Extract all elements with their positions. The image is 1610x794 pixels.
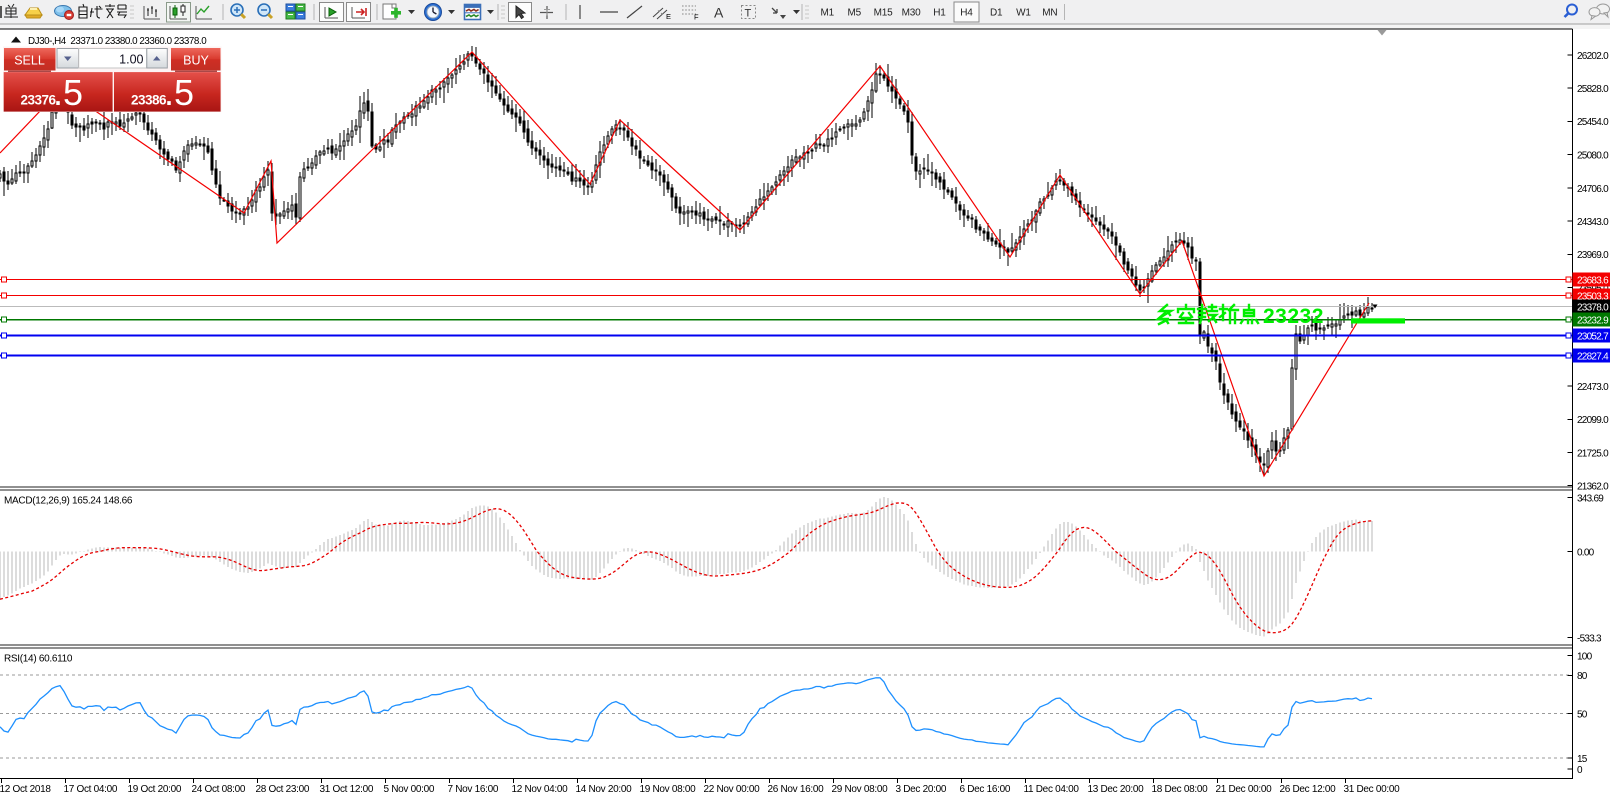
svg-text:24343.0: 24343.0 [1577, 217, 1609, 228]
svg-text:31 Oct 12:00: 31 Oct 12:00 [320, 784, 374, 794]
svg-text:28 Oct 23:00: 28 Oct 23:00 [256, 784, 310, 794]
svg-text:13 Dec 20:00: 13 Dec 20:00 [1088, 784, 1145, 794]
svg-text:23378.0: 23378.0 [1577, 302, 1609, 313]
svg-text:H1: H1 [933, 8, 946, 19]
svg-text:15: 15 [1577, 754, 1588, 765]
svg-text:11 Dec 04:00: 11 Dec 04:00 [1024, 784, 1080, 794]
svg-text:3 Dec 20:00: 3 Dec 20:00 [896, 784, 947, 794]
svg-text:25828.0: 25828.0 [1577, 84, 1609, 95]
svg-text:21362.0: 21362.0 [1577, 481, 1609, 492]
svg-text:-533.3: -533.3 [1577, 633, 1602, 644]
svg-text:1.00: 1.00 [119, 53, 143, 67]
svg-text:24706.0: 24706.0 [1577, 184, 1609, 195]
svg-text:W1: W1 [1016, 8, 1031, 19]
svg-text:22 Nov 00:00: 22 Nov 00:00 [704, 784, 761, 794]
svg-text:23683.6: 23683.6 [1577, 275, 1609, 286]
svg-text:18 Dec 08:00: 18 Dec 08:00 [1152, 784, 1209, 794]
svg-text:0.00: 0.00 [1577, 547, 1595, 558]
svg-text:26 Nov 16:00: 26 Nov 16:00 [768, 784, 825, 794]
svg-text:19 Nov 08:00: 19 Nov 08:00 [640, 784, 697, 794]
svg-text:12 Nov 04:00: 12 Nov 04:00 [512, 784, 569, 794]
svg-text:.5: .5 [53, 72, 83, 113]
svg-text:21 Dec 00:00: 21 Dec 00:00 [1216, 784, 1273, 794]
svg-text:7 Nov 16:00: 7 Nov 16:00 [448, 784, 499, 794]
svg-text:50: 50 [1577, 709, 1588, 720]
svg-text:F: F [694, 13, 699, 22]
svg-text:T: T [745, 8, 752, 20]
svg-text:26202.0: 26202.0 [1577, 51, 1609, 62]
svg-text:MN: MN [1042, 8, 1057, 19]
svg-text:RSI(14) 60.6110: RSI(14) 60.6110 [4, 654, 73, 665]
svg-text:25454.0: 25454.0 [1577, 117, 1609, 128]
svg-text:DJ30-,H4 23371.0 23380.0 2336: DJ30-,H4 23371.0 23380.0 23360.0 23378.0 [28, 36, 207, 47]
svg-text:MACD(12,26,9) 165.24 148.66: MACD(12,26,9) 165.24 148.66 [4, 496, 133, 507]
svg-text:M30: M30 [902, 8, 921, 19]
svg-text:19 Oct 20:00: 19 Oct 20:00 [128, 784, 182, 794]
svg-text:31 Dec 00:00: 31 Dec 00:00 [1344, 784, 1401, 794]
svg-text:23052.7: 23052.7 [1577, 331, 1609, 342]
svg-text:14 Nov 20:00: 14 Nov 20:00 [576, 784, 633, 794]
svg-text:23232.9: 23232.9 [1577, 315, 1609, 326]
svg-text:6 Dec 16:00: 6 Dec 16:00 [960, 784, 1011, 794]
svg-text:A: A [714, 5, 724, 21]
svg-text:22473.0: 22473.0 [1577, 382, 1609, 393]
svg-text:22099.0: 22099.0 [1577, 415, 1609, 426]
svg-text:23232: 23232 [1263, 305, 1324, 328]
svg-text:22827.4: 22827.4 [1577, 351, 1609, 362]
svg-text:23969.0: 23969.0 [1577, 250, 1609, 261]
svg-text:M15: M15 [874, 8, 893, 19]
svg-text:M5: M5 [848, 8, 862, 19]
svg-text:0: 0 [1577, 765, 1583, 776]
svg-text:12 Oct 2018: 12 Oct 2018 [0, 784, 51, 794]
svg-text:343.69: 343.69 [1577, 493, 1604, 504]
svg-text:26 Dec 12:00: 26 Dec 12:00 [1280, 784, 1337, 794]
svg-text:.5: .5 [164, 72, 194, 113]
svg-text:29 Nov 08:00: 29 Nov 08:00 [832, 784, 889, 794]
svg-text:BUY: BUY [183, 54, 209, 68]
svg-text:SELL: SELL [14, 54, 45, 68]
svg-text:H4: H4 [960, 8, 973, 19]
svg-text:5 Nov 00:00: 5 Nov 00:00 [384, 784, 435, 794]
svg-text:D1: D1 [990, 8, 1003, 19]
svg-text:M1: M1 [821, 8, 835, 19]
svg-text:21725.0: 21725.0 [1577, 448, 1609, 459]
svg-text:E: E [666, 12, 671, 21]
svg-text:100: 100 [1577, 651, 1593, 662]
svg-text:23386: 23386 [131, 93, 167, 108]
svg-text:23376: 23376 [21, 93, 57, 108]
svg-text:17 Oct 04:00: 17 Oct 04:00 [64, 784, 118, 794]
svg-text:23503.3: 23503.3 [1577, 291, 1609, 302]
svg-text:25080.0: 25080.0 [1577, 150, 1609, 161]
svg-text:80: 80 [1577, 671, 1588, 682]
svg-text:24 Oct 08:00: 24 Oct 08:00 [192, 784, 246, 794]
